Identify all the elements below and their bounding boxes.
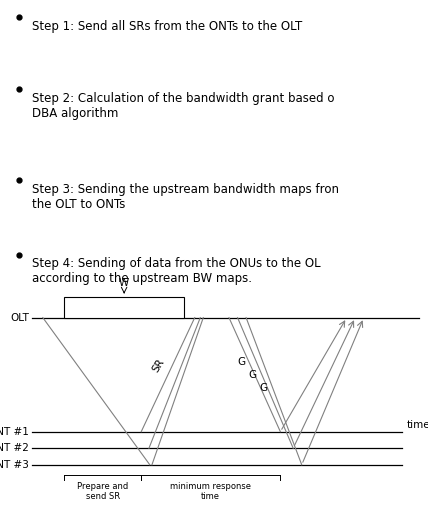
Text: minimum response
time: minimum response time <box>170 482 251 501</box>
Text: OLT: OLT <box>10 313 29 322</box>
Text: G: G <box>238 357 246 367</box>
Text: ONT #3: ONT #3 <box>0 460 29 470</box>
Text: Step 4: Sending of data from the ONUs to the OL
according to the upstream BW map: Step 4: Sending of data from the ONUs to… <box>32 257 321 285</box>
Text: SR: SR <box>151 357 166 374</box>
Text: ONT #1: ONT #1 <box>0 427 29 437</box>
Text: Prepare and
send SR: Prepare and send SR <box>77 482 128 501</box>
Text: time: time <box>407 420 428 430</box>
Bar <box>64 297 184 318</box>
Text: Step 1: Send all SRs from the ONTs to the OLT: Step 1: Send all SRs from the ONTs to th… <box>32 20 302 33</box>
Text: Step 3: Sending the upstream bandwidth maps fron
the OLT to ONTs: Step 3: Sending the upstream bandwidth m… <box>32 183 339 211</box>
Text: G: G <box>259 383 267 393</box>
Text: ONT #2: ONT #2 <box>0 443 29 453</box>
Text: Step 2: Calculation of the bandwidth grant based o
DBA algorithm: Step 2: Calculation of the bandwidth gra… <box>32 92 335 120</box>
Text: G: G <box>249 370 256 380</box>
Text: W: W <box>119 278 129 288</box>
